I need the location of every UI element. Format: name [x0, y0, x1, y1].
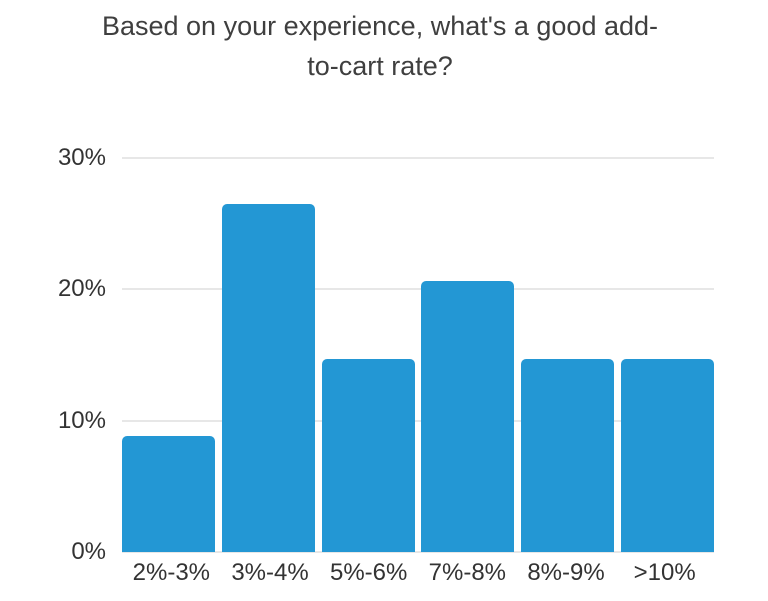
- x-axis-label: 2%-3%: [132, 559, 211, 586]
- y-axis: 0% 10% 20% 30%: [0, 0, 106, 601]
- bar: [421, 281, 515, 552]
- bar: [521, 358, 615, 552]
- gridline: [122, 551, 714, 553]
- bar: [321, 358, 415, 552]
- x-axis-label: 5%-6%: [329, 559, 408, 586]
- y-axis-label: 0%: [71, 538, 106, 565]
- gridline: [122, 288, 714, 291]
- bars-group: [122, 158, 714, 552]
- plot-area: [122, 157, 714, 553]
- x-axis-label: 8%-9%: [527, 559, 605, 586]
- gridline: [122, 419, 714, 422]
- y-axis-label: 20%: [57, 275, 106, 303]
- chart-title: Based on your experience, what's a good …: [101, 11, 659, 81]
- y-axis-label: 10%: [57, 406, 106, 434]
- gridline: [122, 157, 714, 159]
- bar: [221, 203, 315, 552]
- bar: [620, 358, 714, 552]
- x-axis-label: 3%-4%: [231, 559, 309, 586]
- x-axis-label: 7%-8%: [428, 559, 507, 586]
- bar: [122, 436, 215, 552]
- x-axis: 2%-3% 3%-4% 5%-6% 7%-8% 8%-9% >10%: [122, 559, 714, 587]
- x-axis-label: >10%: [633, 559, 696, 586]
- y-axis-label: 30%: [57, 144, 106, 171]
